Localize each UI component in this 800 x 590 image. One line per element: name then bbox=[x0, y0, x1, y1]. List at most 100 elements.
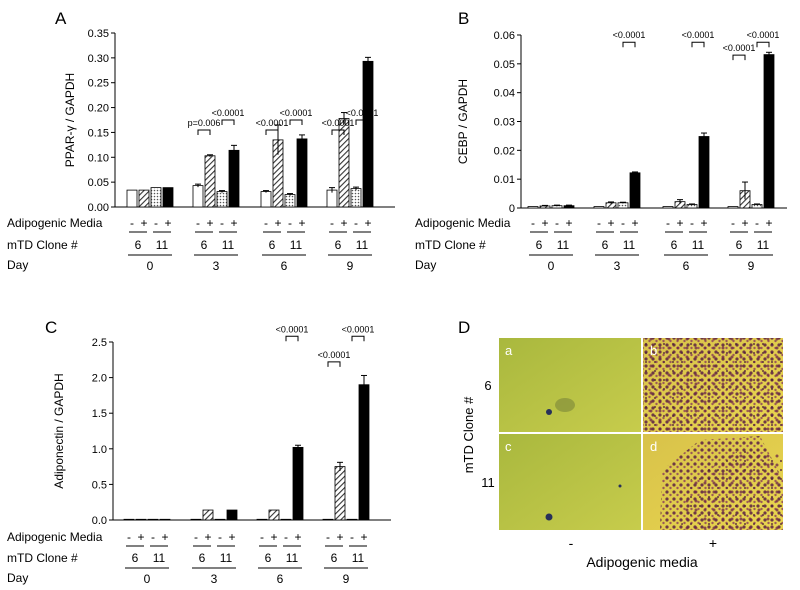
chart-a-media-sign: - bbox=[330, 216, 334, 230]
chart-b-clone-number: 11 bbox=[557, 238, 570, 252]
chart-a-day-value: 6 bbox=[281, 259, 288, 273]
chart-a-media-sign: - bbox=[130, 216, 134, 230]
chart-a-p-value: <0.0001 bbox=[322, 118, 355, 128]
chart-b-p-value: <0.0001 bbox=[747, 30, 780, 40]
chart-b-day-value: 0 bbox=[548, 259, 555, 273]
chart-b-clone-row-label: mTD Clone # bbox=[415, 238, 486, 252]
chart-c-y-tick-label: 0.0 bbox=[92, 515, 107, 527]
chart-a-bar bbox=[350, 188, 362, 208]
chart-a-media-sign: + bbox=[230, 216, 237, 230]
chart-c-bar bbox=[226, 509, 238, 521]
chart-a-y-tick-label: 0.10 bbox=[88, 152, 109, 164]
chart-c-y-tick-label: 0.5 bbox=[92, 479, 107, 491]
chart-c-clone-number: 11 bbox=[352, 551, 365, 565]
chart-b-y-tick-label: 0.02 bbox=[494, 145, 515, 157]
chart-b-bar bbox=[617, 202, 629, 209]
chart-c-bar bbox=[280, 518, 292, 521]
chart-a-bar bbox=[326, 189, 338, 208]
chart-c-p-value: <0.0001 bbox=[276, 324, 309, 334]
chart-b-clone-number: 11 bbox=[692, 238, 705, 252]
chart-b-y-tick-label: 0.01 bbox=[494, 174, 515, 186]
chart-a-significance-bracket bbox=[289, 119, 303, 125]
chart-c-bar bbox=[123, 518, 135, 521]
chart-c-day-value: 9 bbox=[343, 572, 350, 586]
chart-b-clone-number: 6 bbox=[736, 238, 743, 252]
chart-b-y-axis-title: CEBP / GAPDH bbox=[456, 79, 470, 164]
chart-a-media-sign: - bbox=[264, 216, 268, 230]
chart-c-y-tick-label: 2.5 bbox=[92, 337, 107, 349]
panel-label-d: D bbox=[458, 318, 470, 337]
chart-a-p-value: p=0.006 bbox=[188, 118, 221, 128]
chart-a-y-axis-title: PPAR-γ / GAPDH bbox=[63, 73, 77, 167]
chart-b-media-sign: + bbox=[607, 216, 614, 230]
chart-a-media-sign: + bbox=[206, 216, 213, 230]
chart-c-day-value: 0 bbox=[144, 572, 151, 586]
chart-a-bar bbox=[228, 149, 240, 208]
chart-b-y-tick-label: 0.05 bbox=[494, 59, 515, 71]
chart-a-day-value: 0 bbox=[147, 259, 154, 273]
chart-c-media-sign: + bbox=[294, 530, 301, 544]
chart-a-significance-bracket bbox=[197, 129, 211, 135]
panel-d-col-minus: - bbox=[569, 535, 574, 551]
chart-a-media-sign: + bbox=[364, 216, 371, 230]
chart-a-p-value: <0.0001 bbox=[256, 118, 289, 128]
micrograph-label-a: a bbox=[505, 343, 513, 358]
panel-d-col-plus: + bbox=[709, 535, 717, 551]
micrograph-label-c: c bbox=[505, 439, 512, 454]
chart-a: 0.00 0.05 0.10 0.15 0.20 0.25 0.30 0.35 PPAR-γ /… bbox=[7, 28, 395, 273]
chart-b-media-sign: + bbox=[765, 216, 772, 230]
panel-d-row-11: 11 bbox=[481, 475, 495, 490]
chart-b-media-sign: - bbox=[621, 216, 625, 230]
chart-b-y-tick-label: 0.06 bbox=[494, 30, 515, 42]
chart-a-p-value: <0.0001 bbox=[346, 108, 379, 118]
chart-b-p-value: <0.0001 bbox=[682, 30, 715, 40]
chart-b-media-sign: + bbox=[565, 216, 572, 230]
chart-b-clone-number: 11 bbox=[757, 238, 770, 252]
chart-a-day-value: 3 bbox=[213, 259, 220, 273]
chart-c-media-sign: + bbox=[228, 530, 235, 544]
chart-a-y-tick-label: 0.00 bbox=[88, 202, 109, 214]
chart-c-media-sign: - bbox=[350, 530, 354, 544]
chart-a-day-row-label: Day bbox=[7, 258, 28, 272]
chart-b-media-sign: + bbox=[700, 216, 707, 230]
chart-c-bar bbox=[346, 518, 358, 521]
chart-c-day-value: 3 bbox=[211, 572, 218, 586]
chart-c-bar bbox=[147, 518, 159, 521]
chart-b-media-sign: + bbox=[541, 216, 548, 230]
chart-a-media-sign: + bbox=[164, 216, 171, 230]
chart-b-media-sign: - bbox=[666, 216, 670, 230]
chart-c-bar bbox=[268, 509, 280, 521]
chart-a-bar bbox=[296, 138, 308, 208]
panel-d-xlabel: Adipogenic media bbox=[586, 554, 698, 570]
micrograph-c bbox=[499, 434, 641, 530]
chart-c-p-value: <0.0001 bbox=[342, 324, 375, 334]
chart-c-media-sign: + bbox=[270, 530, 277, 544]
chart-c-clone-number: 11 bbox=[286, 551, 299, 565]
chart-b-significance-bracket bbox=[756, 41, 770, 48]
chart-c-media-sign: + bbox=[336, 530, 343, 544]
chart-a-bar bbox=[216, 191, 228, 208]
chart-c-media-sign: - bbox=[284, 530, 288, 544]
chart-c-p-value: <0.0001 bbox=[318, 350, 351, 360]
micrograph-a-dot bbox=[546, 409, 552, 415]
chart-b-media-sign: - bbox=[690, 216, 694, 230]
micrograph-label-b: b bbox=[650, 343, 657, 358]
chart-c-media-sign: - bbox=[326, 530, 330, 544]
chart-c-clone-number: 11 bbox=[220, 551, 233, 565]
chart-c-bar bbox=[256, 518, 268, 521]
chart-a-y-tick-label: 0.35 bbox=[88, 28, 109, 40]
chart-a-clone-number: 6 bbox=[269, 238, 276, 252]
chart-a-clone-number: 11 bbox=[156, 238, 169, 252]
micrograph-b-cells-2 bbox=[643, 338, 783, 432]
panel-d-row-title: mTD Clone # bbox=[461, 396, 476, 473]
chart-b-media-sign: + bbox=[631, 216, 638, 230]
chart-c-clone-number: 6 bbox=[331, 551, 338, 565]
chart-b-p-value: <0.0001 bbox=[723, 43, 756, 53]
chart-b-media-sign: - bbox=[755, 216, 759, 230]
chart-b-p-value: <0.0001 bbox=[613, 30, 646, 40]
chart-c-bar bbox=[190, 518, 202, 521]
chart-c-media-sign: + bbox=[137, 530, 144, 544]
chart-a-significance-bracket bbox=[331, 129, 345, 135]
chart-b-day-value: 6 bbox=[683, 259, 690, 273]
panel-label-c: C bbox=[45, 318, 57, 337]
